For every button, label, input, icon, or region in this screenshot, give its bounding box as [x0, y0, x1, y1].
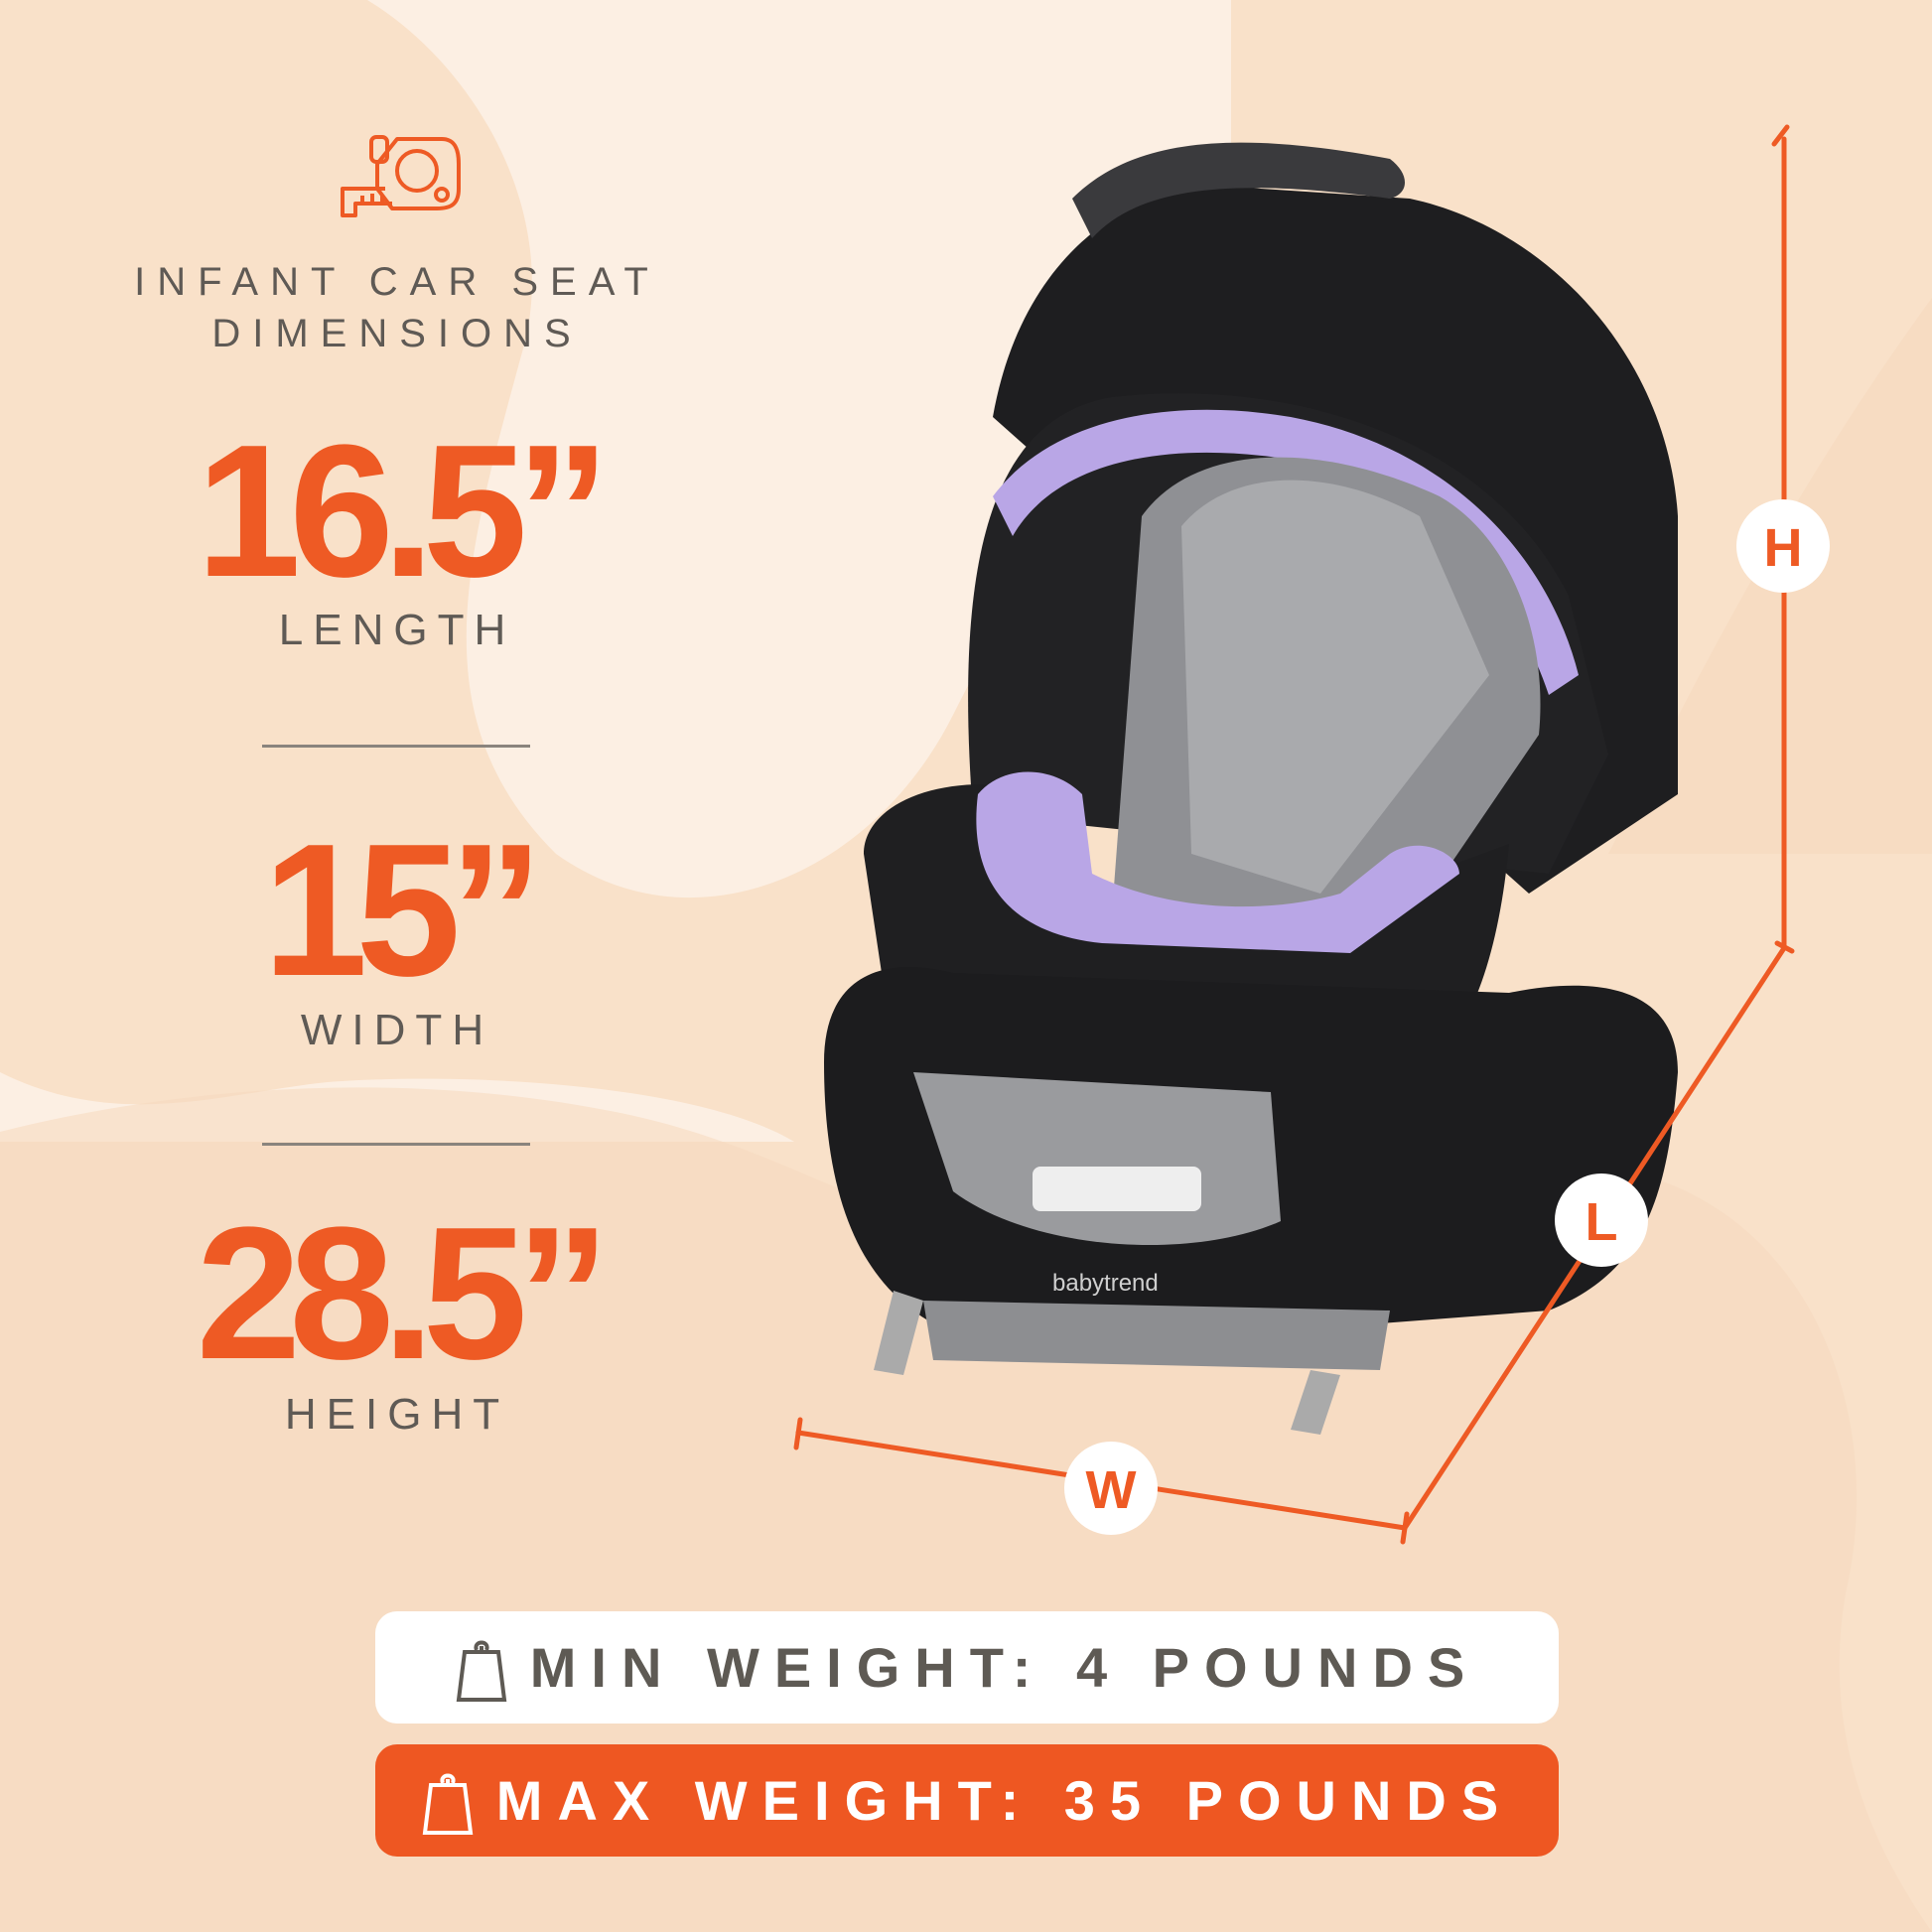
- length-value: 16.5”: [196, 406, 611, 617]
- width-value: 15”: [262, 805, 543, 1016]
- max-weight-text: MAX WEIGHT: 35 POUNDS: [495, 1769, 1514, 1832]
- background-blob-left: [0, 0, 1231, 1142]
- svg-text:H: H: [1764, 518, 1803, 578]
- min-weight-text: MIN WEIGHT: 4 POUNDS: [529, 1636, 1480, 1699]
- title-line-1: INFANT CAR SEAT: [134, 260, 660, 304]
- height-marker: H: [1736, 499, 1830, 593]
- length-marker: L: [1555, 1173, 1648, 1267]
- height-value: 28.5”: [196, 1188, 611, 1399]
- title-line-2: DIMENSIONS: [211, 312, 583, 355]
- width-marker: W: [1064, 1442, 1158, 1535]
- page-title: INFANT CAR SEAT DIMENSIONS: [129, 256, 665, 359]
- min-weight-badge: MIN WEIGHT: 4 POUNDS: [375, 1611, 1559, 1724]
- svg-text:W: W: [1086, 1460, 1137, 1520]
- divider: [262, 1143, 530, 1146]
- brand-logo: babytrend: [1052, 1270, 1159, 1297]
- weight-icon: [422, 1773, 474, 1835]
- tape-measure-icon: [341, 135, 461, 217]
- length-label: LENGTH: [278, 606, 516, 654]
- svg-text:L: L: [1586, 1192, 1618, 1252]
- divider: [262, 745, 530, 748]
- height-label: HEIGHT: [284, 1390, 510, 1439]
- max-weight-badge: MAX WEIGHT: 35 POUNDS: [375, 1744, 1559, 1857]
- width-label: WIDTH: [300, 1006, 494, 1054]
- weight-icon: [456, 1640, 507, 1702]
- car-seat-image: babytrend: [824, 142, 1678, 1435]
